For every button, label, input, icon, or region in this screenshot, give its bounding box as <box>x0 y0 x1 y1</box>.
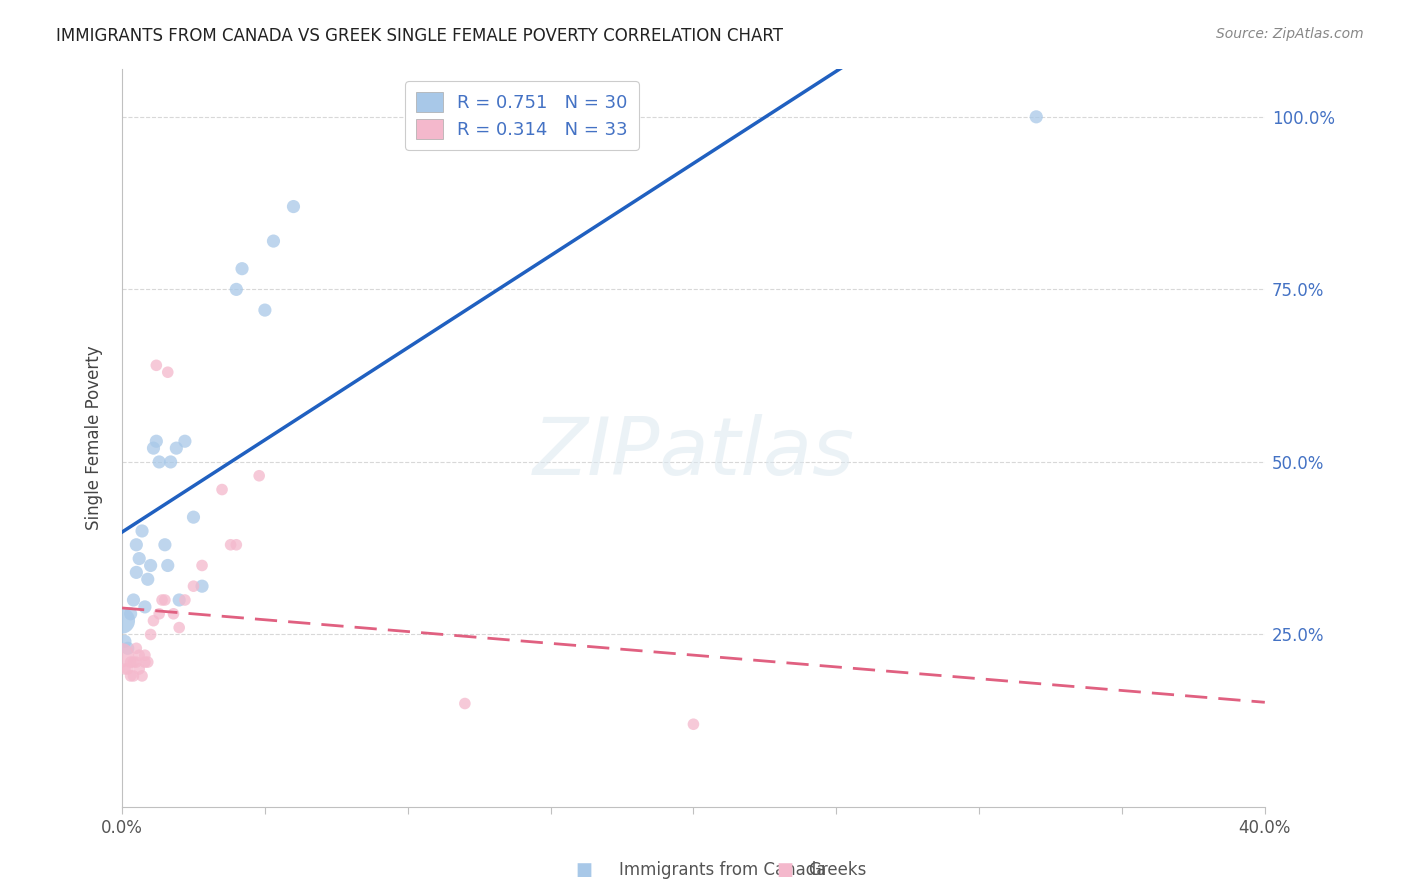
Point <box>114 662 136 676</box>
Text: ZIPatlas: ZIPatlas <box>533 414 855 491</box>
Point <box>122 593 145 607</box>
Point <box>122 669 145 683</box>
Point <box>128 648 150 663</box>
Text: Immigrants from Canada: Immigrants from Canada <box>619 861 825 879</box>
Point <box>145 359 167 373</box>
Point <box>117 641 139 656</box>
Point <box>162 607 184 621</box>
Point <box>156 558 179 573</box>
Point <box>136 572 159 586</box>
Point <box>120 607 142 621</box>
Point <box>142 441 165 455</box>
Point <box>111 614 134 628</box>
Point <box>156 365 179 379</box>
Text: ■: ■ <box>776 861 793 879</box>
Point <box>114 634 136 648</box>
Point <box>225 538 247 552</box>
Point <box>125 538 148 552</box>
Point <box>142 614 165 628</box>
Point <box>159 455 181 469</box>
Point <box>540 130 562 145</box>
Point <box>117 662 139 676</box>
Text: Source: ZipAtlas.com: Source: ZipAtlas.com <box>1216 27 1364 41</box>
Legend: R = 0.751   N = 30, R = 0.314   N = 33: R = 0.751 N = 30, R = 0.314 N = 33 <box>405 81 638 150</box>
Point <box>136 655 159 669</box>
Point <box>174 593 197 607</box>
Point <box>145 434 167 449</box>
Point <box>148 455 170 469</box>
Point <box>128 551 150 566</box>
Point <box>134 599 156 614</box>
Point <box>454 697 477 711</box>
Point <box>120 655 142 669</box>
Point <box>183 510 205 524</box>
Point <box>134 648 156 663</box>
Point <box>183 579 205 593</box>
Point <box>219 538 242 552</box>
Point <box>139 558 162 573</box>
Point <box>283 200 305 214</box>
Point <box>191 558 214 573</box>
Point <box>120 669 142 683</box>
Point <box>128 662 150 676</box>
Point <box>225 282 247 296</box>
Y-axis label: Single Female Poverty: Single Female Poverty <box>86 345 103 530</box>
Point <box>122 655 145 669</box>
Point <box>131 524 153 538</box>
Point <box>682 717 704 731</box>
Point <box>1025 110 1047 124</box>
Point <box>211 483 233 497</box>
Point <box>167 621 190 635</box>
Point <box>153 593 176 607</box>
Point <box>125 655 148 669</box>
Point <box>253 303 276 318</box>
Point <box>111 648 134 663</box>
Point <box>125 566 148 580</box>
Point <box>191 579 214 593</box>
Point <box>247 468 270 483</box>
Point <box>148 607 170 621</box>
Point <box>174 434 197 449</box>
Text: ■: ■ <box>575 861 592 879</box>
Point <box>134 655 156 669</box>
Text: IMMIGRANTS FROM CANADA VS GREEK SINGLE FEMALE POVERTY CORRELATION CHART: IMMIGRANTS FROM CANADA VS GREEK SINGLE F… <box>56 27 783 45</box>
Point <box>125 641 148 656</box>
Point <box>231 261 253 276</box>
Point <box>262 234 284 248</box>
Point <box>150 593 173 607</box>
Point <box>153 538 176 552</box>
Point <box>139 627 162 641</box>
Point <box>131 669 153 683</box>
Text: Greeks: Greeks <box>808 861 868 879</box>
Point <box>165 441 187 455</box>
Point <box>167 593 190 607</box>
